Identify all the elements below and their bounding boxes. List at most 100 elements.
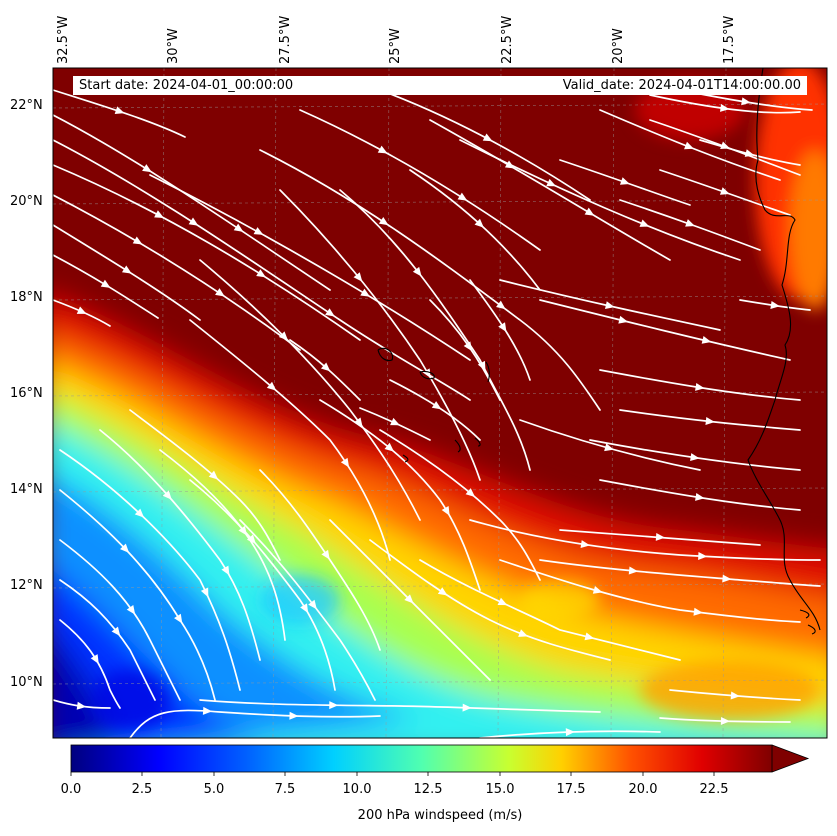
lat-label: 12°N: [10, 578, 43, 593]
streamline-arrow: [320, 362, 331, 372]
streamline-arrow: [584, 207, 595, 216]
lat-label: 18°N: [10, 290, 43, 305]
streamline-arrow: [705, 417, 715, 425]
lon-label: 32.5°W: [56, 15, 71, 64]
lon-label: 20°W: [611, 28, 626, 64]
streamline-arrow: [142, 164, 152, 173]
streamline-arrow: [498, 322, 507, 333]
lat-label: 10°N: [10, 675, 43, 690]
streamline-arrow: [722, 574, 732, 583]
streamline-arrow: [76, 306, 87, 314]
graticule: [53, 68, 827, 738]
colorbar-tick-label: 12.5: [413, 782, 443, 797]
streamline-arrow: [441, 505, 450, 516]
streamline-arrow: [463, 341, 473, 352]
streamline-arrow: [200, 587, 209, 598]
streamline-arrow: [518, 629, 528, 637]
streamline-arrow: [477, 360, 486, 371]
lon-label: 22.5°W: [500, 15, 515, 64]
streamline-arrow: [437, 587, 448, 596]
streamline-arrow: [154, 210, 164, 219]
streamline-arrow: [246, 534, 256, 544]
streamline-arrow: [215, 288, 225, 297]
lat-label: 20°N: [10, 194, 43, 209]
streamline-arrow: [695, 382, 705, 391]
streamline-arrow: [120, 543, 130, 553]
windspeed-field: [53, 68, 827, 738]
streamline-arrow: [730, 691, 740, 700]
streamline-arrow: [100, 279, 111, 288]
streamline-arrow: [695, 492, 705, 501]
streamline-arrow: [504, 160, 515, 169]
streamline-arrow: [744, 149, 755, 157]
streamline-arrow: [114, 106, 125, 114]
colorbar: [70, 744, 810, 776]
streamline-arrow: [353, 272, 363, 282]
colorbar-tick-label: 22.5: [699, 782, 729, 797]
streamline-arrow: [266, 381, 277, 391]
lon-label: 17.5°W: [722, 15, 737, 64]
streamline-arrow: [639, 219, 650, 227]
streamline-arrow: [693, 607, 703, 616]
streamline-arrow: [111, 626, 121, 637]
streamline-arrow: [238, 525, 247, 536]
streamline-arrow: [321, 549, 330, 560]
streamline-arrow: [354, 417, 363, 428]
colorbar-gradient: [71, 745, 772, 772]
streamline-arrow: [384, 442, 395, 452]
colorbar-tick-label: 5.0: [203, 782, 225, 797]
streamline-arrow: [188, 217, 199, 226]
streamline-arrow: [132, 236, 143, 245]
colorbar-tick-label: 15.0: [485, 782, 515, 797]
streamline-arrow: [698, 552, 708, 561]
streamline-arrow: [289, 711, 299, 720]
info-box: Start date: 2024-04-01_00:00:00 Valid_da…: [73, 76, 807, 95]
streamline-arrow: [253, 227, 264, 235]
streamline-arrow: [462, 703, 472, 712]
lon-label: 27.5°W: [278, 15, 293, 64]
streamline-arrow: [162, 490, 172, 500]
streamline-arrow: [482, 133, 493, 142]
streamline-arrow: [584, 632, 595, 641]
streamline-arrow: [378, 216, 389, 226]
streamline-arrow: [390, 417, 400, 426]
streamline-arrow: [256, 269, 266, 278]
streamline-arrow: [701, 336, 712, 344]
streamline-arrow: [431, 401, 442, 410]
valid-date-label: Valid_date: 2024-04-01T14:00:00.00: [562, 78, 801, 93]
streamline-arrow: [618, 315, 629, 324]
streamline-arrow: [655, 532, 666, 541]
lon-label: 25°W: [388, 28, 403, 64]
streamline-arrow: [377, 145, 388, 154]
lon-label: 30°W: [166, 28, 181, 64]
streamline-arrow: [604, 443, 614, 452]
colorbar-tick-label: 0.0: [60, 782, 82, 797]
streamline-arrow: [340, 457, 350, 468]
streamline-arrow: [496, 300, 506, 310]
streamline-arrow: [690, 453, 700, 461]
streamline-arrow: [770, 301, 780, 309]
lat-label: 14°N: [10, 482, 43, 497]
colorbar-title: 200 hPa windspeed (m/s): [357, 808, 523, 823]
streamline-arrow: [685, 219, 695, 227]
streamline-arrow: [465, 488, 476, 497]
streamline-arrow: [580, 540, 591, 549]
streamline-arrow: [719, 187, 730, 195]
streamline-arrow: [134, 508, 145, 518]
streamline-arrow: [90, 654, 99, 664]
streamline-arrow: [720, 141, 730, 150]
streamline-arrow: [422, 368, 431, 379]
start-date-label: Start date: 2024-04-01_00:00:00: [79, 78, 294, 93]
streamline-arrow: [684, 141, 694, 150]
streamline-arrow: [457, 192, 468, 201]
coastline: [377, 68, 821, 635]
streamline-arrow: [720, 103, 730, 112]
streamline-arrow: [741, 97, 751, 106]
colorbar-tick-label: 20.0: [628, 782, 658, 797]
streamline-arrow: [604, 301, 615, 310]
streamline-arrow: [121, 265, 132, 274]
streamline-arrow: [592, 586, 603, 594]
streamline-arrow: [221, 565, 230, 576]
streamline-arrow: [497, 597, 508, 606]
